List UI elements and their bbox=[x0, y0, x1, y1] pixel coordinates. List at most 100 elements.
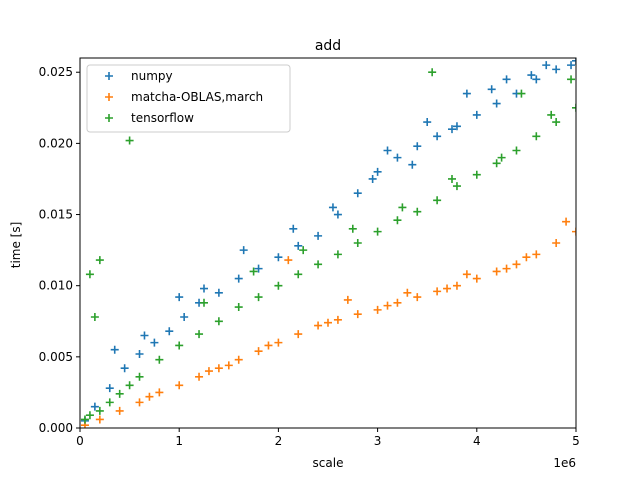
data-point bbox=[155, 388, 164, 397]
data-point bbox=[175, 293, 184, 302]
data-point bbox=[452, 281, 461, 290]
data-point bbox=[492, 267, 501, 276]
data-point bbox=[492, 99, 501, 108]
data-point bbox=[487, 85, 496, 94]
x-tick-label: 0 bbox=[76, 434, 84, 448]
data-point bbox=[448, 125, 456, 134]
legend-box bbox=[86, 64, 291, 133]
series-0-markers bbox=[80, 58, 576, 425]
data-point bbox=[95, 406, 104, 415]
data-point bbox=[254, 264, 263, 273]
x-tick-label: 2 bbox=[275, 434, 283, 448]
data-point bbox=[413, 293, 422, 302]
data-point bbox=[472, 110, 481, 119]
data-point bbox=[353, 310, 362, 319]
data-point bbox=[214, 288, 223, 297]
x-offset-label: 1e6 bbox=[553, 456, 576, 470]
data-point bbox=[423, 118, 432, 127]
data-point bbox=[383, 301, 392, 310]
data-point bbox=[294, 270, 303, 279]
data-point bbox=[413, 207, 422, 216]
data-point bbox=[314, 321, 323, 330]
data-point bbox=[200, 284, 208, 293]
data-point bbox=[333, 250, 342, 259]
data-point bbox=[333, 210, 342, 219]
data-point bbox=[274, 338, 283, 347]
data-point bbox=[224, 361, 233, 370]
legend-label-1: matcha-OBLAS,march bbox=[131, 90, 263, 104]
data-point bbox=[140, 331, 149, 340]
data-point bbox=[522, 253, 531, 262]
y-tick-label: 0.020 bbox=[39, 136, 73, 150]
y-tick-label: 0.025 bbox=[39, 65, 73, 79]
data-point bbox=[289, 224, 298, 233]
data-point bbox=[517, 89, 526, 98]
series-1-markers bbox=[80, 217, 576, 428]
data-point bbox=[90, 402, 99, 411]
data-point bbox=[433, 287, 442, 296]
legend-marker-2 bbox=[105, 114, 113, 122]
data-point bbox=[572, 58, 576, 65]
data-point bbox=[165, 327, 174, 336]
data-point bbox=[433, 196, 442, 205]
data-point bbox=[299, 246, 308, 255]
data-point bbox=[492, 159, 501, 168]
y-axis-label: time [s] bbox=[9, 222, 23, 269]
data-point bbox=[254, 293, 263, 302]
data-point bbox=[433, 132, 442, 141]
y-tick-label: 0.015 bbox=[39, 208, 73, 222]
data-point bbox=[274, 253, 283, 262]
data-point bbox=[462, 270, 471, 279]
data-point bbox=[85, 270, 94, 279]
legend-label-2: tensorflow bbox=[131, 111, 194, 125]
y-tick-label: 0.005 bbox=[39, 350, 73, 364]
data-point bbox=[175, 381, 184, 390]
data-point bbox=[448, 174, 456, 183]
data-point bbox=[428, 68, 437, 77]
data-point bbox=[452, 182, 461, 191]
data-point bbox=[284, 256, 293, 265]
data-point bbox=[249, 267, 258, 276]
y-tick-label: 0.000 bbox=[39, 421, 73, 435]
data-point bbox=[239, 246, 248, 255]
data-point bbox=[373, 227, 382, 236]
data-point bbox=[413, 142, 422, 151]
axes-frame bbox=[79, 57, 577, 429]
data-point bbox=[180, 313, 189, 321]
x-tick-label: 5 bbox=[572, 434, 580, 448]
x-tick-label: 1 bbox=[175, 434, 183, 448]
data-point bbox=[567, 75, 576, 84]
data-point bbox=[572, 227, 576, 236]
data-point bbox=[264, 341, 273, 350]
data-point bbox=[393, 298, 402, 307]
data-point bbox=[383, 146, 392, 155]
data-point bbox=[204, 367, 213, 376]
data-point bbox=[368, 174, 377, 183]
data-point bbox=[562, 217, 571, 226]
data-point bbox=[254, 347, 263, 356]
x-tick-label: 3 bbox=[374, 434, 382, 448]
x-axis-label: scale bbox=[313, 456, 344, 470]
data-point bbox=[195, 372, 204, 381]
legend-marker-0 bbox=[105, 72, 113, 80]
legend: numpy matcha-OBLAS,march tensorflow bbox=[86, 64, 291, 133]
data-point bbox=[502, 75, 511, 84]
data-point bbox=[155, 355, 164, 364]
data-point bbox=[95, 415, 104, 424]
data-point bbox=[145, 392, 154, 401]
data-point bbox=[214, 317, 223, 326]
data-point bbox=[403, 288, 412, 297]
data-point bbox=[462, 89, 471, 98]
data-point bbox=[373, 305, 382, 314]
data-point bbox=[90, 313, 99, 321]
data-point bbox=[552, 65, 561, 74]
data-point bbox=[314, 260, 323, 269]
data-point bbox=[353, 189, 362, 198]
plot-area: 0 1 2 3 4 5 0.000 0.005 0.010 0.015 0.020 0.025 bbox=[39, 57, 580, 448]
data-point bbox=[572, 103, 576, 112]
data-point bbox=[527, 71, 536, 80]
data-point bbox=[274, 281, 283, 290]
legend-label-0: numpy bbox=[131, 69, 173, 83]
data-point bbox=[408, 160, 417, 169]
y-tick-label: 0.010 bbox=[39, 279, 73, 293]
